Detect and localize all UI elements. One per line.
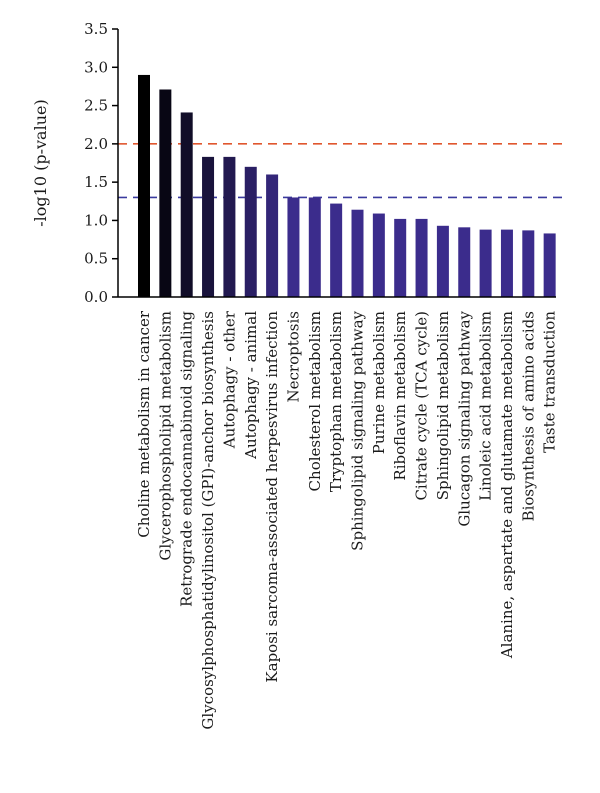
- x-category-label: Alanine, aspartate and glutamate metabol…: [498, 311, 516, 659]
- x-category-label: Retrograde endocannabinoid signaling: [178, 311, 196, 607]
- bar: [500, 229, 513, 297]
- bar: [244, 166, 257, 297]
- x-category-label: Purine metabolism: [370, 311, 388, 454]
- x-category-label: Glycerophospholipid metabolism: [156, 311, 174, 561]
- x-category-label: Linoleic acid metabolism: [477, 311, 495, 501]
- x-category-label: Sphingolipid metabolism: [434, 311, 452, 500]
- y-tick-label: 0.5: [84, 250, 108, 268]
- bar: [202, 156, 215, 297]
- bar: [330, 203, 343, 297]
- x-category-label: Biosynthesis of amino acids: [519, 311, 537, 521]
- x-category-label: Taste transduction: [541, 311, 559, 453]
- bar: [266, 174, 279, 297]
- x-category-label: Sphingolipid signaling pathway: [349, 310, 367, 550]
- x-category-label: Choline metabolism in cancer: [135, 310, 153, 538]
- bar: [138, 74, 150, 297]
- bar: [415, 218, 428, 297]
- x-category-label: Citrate cycle (TCA cycle): [413, 311, 431, 501]
- y-tick-label: 2.5: [84, 97, 108, 115]
- x-category-label: Kaposi sarcoma-associated herpesvirus in…: [263, 311, 281, 683]
- axes: [117, 29, 556, 298]
- y-tick-label: 3.0: [84, 58, 108, 76]
- bar: [436, 225, 449, 297]
- y-tick-label: 0.0: [84, 288, 108, 306]
- bar: [543, 233, 556, 297]
- y-tick-label: 1.5: [84, 173, 108, 191]
- x-category-labels: Choline metabolism in cancer Glycerophosp…: [135, 310, 559, 729]
- y-ticks: 0.0 0.5 1.0 1.5 2.0 2.5 3.0 3.5: [84, 20, 118, 306]
- y-axis-title: -log10 (p-value): [31, 99, 50, 226]
- y-tick-label: 1.0: [84, 211, 108, 229]
- x-category-label: Necroptosis: [284, 311, 302, 402]
- x-category-label: Tryptophan metabolism: [327, 311, 345, 492]
- bars-group: [138, 74, 556, 298]
- x-category-label: Riboflavin metabolism: [391, 311, 409, 481]
- x-category-label: Cholesterol metabolism: [306, 311, 324, 491]
- bar: [394, 218, 407, 297]
- bar: [287, 197, 300, 297]
- bar: [351, 209, 364, 297]
- bar: [223, 156, 236, 297]
- bar: [180, 112, 193, 297]
- bar: [522, 230, 535, 297]
- y-tick-label: 2.0: [84, 135, 108, 153]
- x-category-label: Autophagy - other: [220, 310, 238, 449]
- x-category-label: Autophagy - animal: [242, 311, 260, 460]
- bar: [308, 197, 321, 297]
- bar: [159, 89, 172, 298]
- bar: [458, 227, 471, 297]
- x-category-label: Glycosylphosphatidylinositol (GPI)-ancho…: [199, 311, 217, 730]
- x-category-label: Glucagon signaling pathway: [455, 310, 473, 526]
- reference-lines: [118, 143, 568, 199]
- bar: [479, 229, 492, 297]
- y-tick-label: 3.5: [84, 20, 108, 38]
- bar: [372, 213, 385, 297]
